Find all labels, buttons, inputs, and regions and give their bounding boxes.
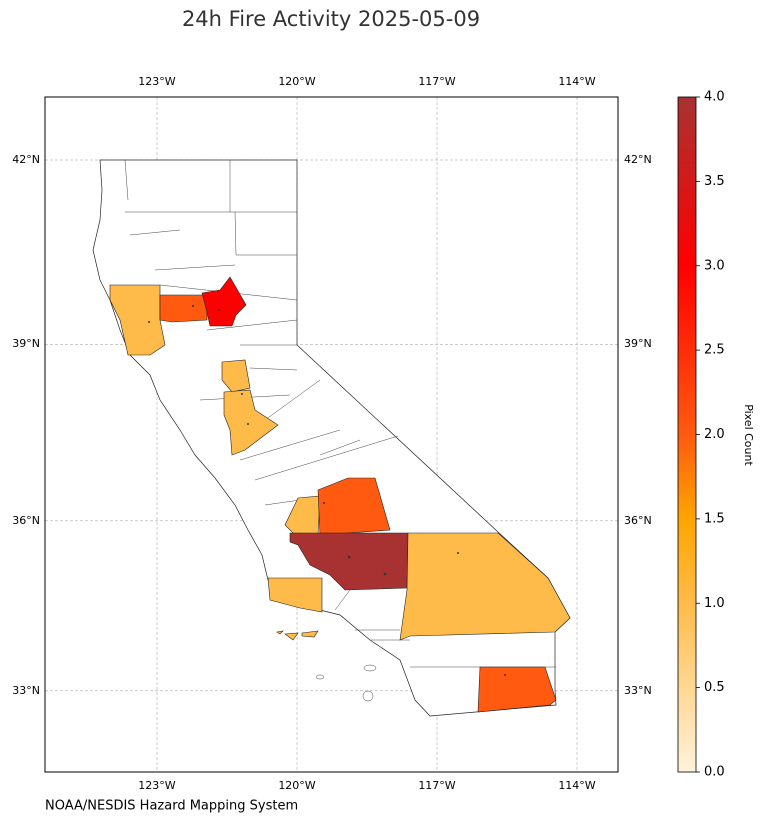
colorbar-tick-label: 2.0: [704, 427, 725, 442]
map-title: 24h Fire Activity 2025-05-09: [182, 7, 480, 31]
lon-tick-label: 123°W: [138, 75, 175, 88]
region: [223, 389, 279, 456]
lon-tick-label: 114°W: [558, 75, 595, 88]
region: [267, 577, 323, 613]
lat-tick-label: 33°N: [624, 684, 652, 697]
lon-tick-label: 117°W: [418, 75, 455, 88]
lon-tick-label: 117°W: [418, 779, 455, 792]
lat-tick-label: 39°N: [12, 337, 40, 350]
lon-tick-label: 114°W: [558, 779, 595, 792]
region: [317, 477, 391, 536]
lat-tick-label: 42°N: [624, 153, 652, 166]
source-note: NOAA/NESDIS Hazard Mapping System: [45, 799, 298, 814]
lon-tick-label: 120°W: [278, 75, 315, 88]
lat-tick-label: 39°N: [624, 337, 652, 350]
fire-points: [148, 305, 506, 676]
colorbar-label: Pixel Count: [742, 404, 755, 466]
region: [159, 294, 208, 323]
colorbar-tick-label: 3.0: [704, 258, 725, 273]
region: [201, 276, 247, 327]
region: [276, 630, 319, 641]
region: [399, 532, 571, 641]
colorbar-tick-label: 0.0: [704, 765, 725, 780]
map-frame: [44, 96, 619, 773]
colorbar-tick-label: 2.5: [704, 343, 725, 358]
colorbar: [677, 96, 697, 773]
lon-tick-label: 123°W: [138, 779, 175, 792]
lat-tick-label: 36°N: [624, 514, 652, 527]
lon-tick-label: 120°W: [278, 779, 315, 792]
region: [221, 359, 251, 393]
colorbar-tick-label: 1.5: [704, 511, 725, 526]
colorbar-tick-label: 4.0: [704, 90, 725, 105]
lat-tick-label: 33°N: [12, 684, 40, 697]
region: [477, 666, 557, 713]
lat-tick-label: 42°N: [12, 153, 40, 166]
colorbar-tick-label: 0.5: [704, 680, 725, 695]
islands: [315, 664, 377, 702]
colorbar-tick-label: 1.0: [704, 596, 725, 611]
colorbar-tick-label: 3.5: [704, 174, 725, 189]
lat-tick-label: 36°N: [12, 514, 40, 527]
